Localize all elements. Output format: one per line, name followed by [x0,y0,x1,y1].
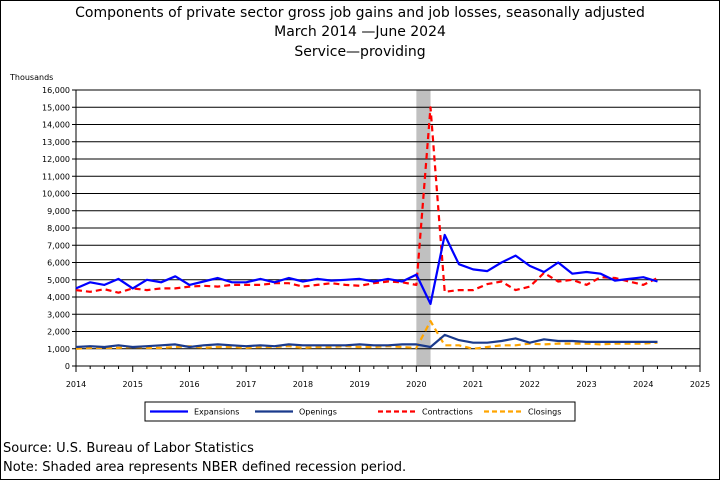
x-tick-label: 2017 [236,380,256,389]
chart-title: Components of private sector gross job g… [75,5,645,21]
chart-subtitle: March 2014 —June 2024 [274,24,446,40]
y-tick-label: 14,000 [42,121,70,130]
series-line-closings [75,320,658,350]
y-tick-label: 11,000 [42,172,70,181]
series-line-expansions [75,233,658,305]
x-tick-label: 2015 [123,380,143,389]
legend-label-openings: Openings [299,408,337,417]
x-tick-label: 2023 [576,380,596,389]
legend: Expansions Openings Contractions Closings [144,401,576,422]
recession-note: Note: Shaded area represents NBER define… [3,460,407,475]
y-tick-label: 16,000 [42,86,70,95]
y-tick-label: 7,000 [47,241,70,250]
series-line-contractions [75,106,658,294]
legend-label-closings: Closings [528,408,561,417]
legend-label-contractions: Contractions [422,408,473,417]
x-tick-label: 2025 [690,380,710,389]
x-tick-label: 2024 [633,380,653,389]
x-tick-label: 2020 [406,380,426,389]
x-tick-label: 2019 [349,380,369,389]
y-tick-label: 6,000 [47,259,70,268]
chart-subtitle-sector: Service—providing [294,44,426,60]
x-tick-label: 2014 [66,380,86,389]
y-tick-label: 13,000 [42,138,70,147]
source-note: Source: U.S. Bureau of Labor Statistics [3,441,254,456]
y-tick-label: 9,000 [47,207,70,216]
y-tick-label: 15,000 [42,103,70,112]
y-tick-label: 1,000 [47,345,70,354]
y-tick-label: 8,000 [47,224,70,233]
y-axis-label: Thousands [9,73,53,82]
x-tick-label: 2021 [463,380,483,389]
series-line-openings [75,333,658,349]
legend-label-expansions: Expansions [194,408,239,417]
y-tick-label: 10,000 [42,190,70,199]
x-tick-label: 2018 [293,380,313,389]
y-tick-label: 4,000 [47,293,70,302]
y-tick-label: 5,000 [47,276,70,285]
y-tick-label: 2,000 [47,328,70,337]
x-tick-label: 2022 [520,380,540,389]
x-tick-label: 2016 [179,380,199,389]
y-tick-label: 3,000 [47,310,70,319]
y-tick-label: 12,000 [42,155,70,164]
y-tick-label: 0 [65,362,70,371]
legend-box [144,401,576,422]
